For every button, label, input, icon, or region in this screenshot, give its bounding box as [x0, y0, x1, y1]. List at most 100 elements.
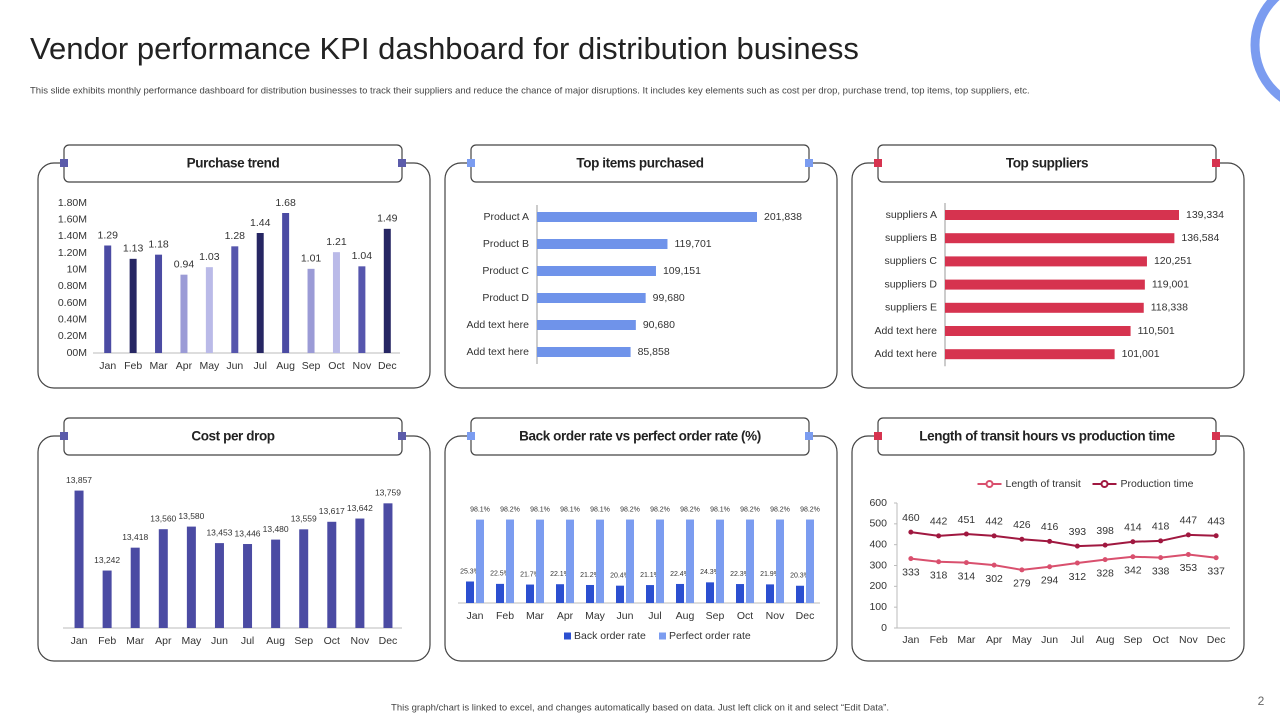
x-tick-label: Nov — [1179, 634, 1198, 646]
tab-corner — [1212, 432, 1220, 440]
x-tick-label: Jun — [211, 635, 228, 647]
y-tick-label: Product C — [482, 265, 529, 277]
y-tick-label: 0 — [881, 622, 887, 634]
bar — [74, 490, 84, 628]
value-label: 22.3% — [730, 571, 750, 578]
x-tick-label: Feb — [124, 360, 142, 372]
y-tick-label: 1.80M — [58, 197, 87, 209]
y-tick-label: 00M — [67, 347, 87, 359]
x-tick-label: Jul — [1071, 634, 1084, 646]
value-label: 13,446 — [235, 528, 261, 538]
bar — [686, 519, 694, 603]
tab-corner — [874, 159, 882, 167]
bar — [307, 268, 315, 353]
bar — [155, 254, 163, 353]
y-tick-label: 200 — [869, 580, 887, 592]
value-label: 13,617 — [319, 506, 345, 516]
point — [1185, 551, 1191, 557]
y-tick-label: 400 — [869, 538, 887, 550]
legend-swatch — [564, 632, 571, 640]
y-tick-label: Add text here — [467, 319, 530, 331]
x-tick-label: Dec — [796, 610, 815, 622]
bar — [299, 529, 309, 628]
value-label: 393 — [1069, 526, 1087, 538]
x-tick-label: Aug — [266, 635, 285, 647]
value-label: 1.28 — [225, 230, 246, 242]
bar — [646, 585, 654, 603]
value-label: 24.3% — [700, 569, 720, 576]
y-tick-label: 500 — [869, 518, 887, 530]
value-label: 85,858 — [638, 346, 670, 358]
tab-corner — [398, 432, 406, 440]
tab-corner — [467, 432, 475, 440]
bar — [496, 583, 504, 603]
bar — [616, 585, 624, 603]
bar — [556, 584, 564, 603]
x-tick-label: Feb — [496, 610, 514, 622]
value-label: 13,857 — [66, 475, 92, 485]
bar — [526, 584, 534, 603]
value-label: 337 — [1207, 566, 1225, 578]
value-label: 1.68 — [275, 197, 296, 209]
value-label: 302 — [985, 573, 1003, 585]
x-tick-label: Oct — [324, 635, 340, 647]
value-label: 21.2% — [580, 572, 600, 579]
y-tick-label: 0.20M — [58, 330, 87, 342]
bar — [104, 245, 112, 353]
tab-corner — [805, 159, 813, 167]
x-tick-label: May — [199, 360, 220, 372]
point — [936, 533, 942, 539]
y-tick-label: suppliers E — [885, 302, 937, 314]
point — [1074, 560, 1080, 566]
x-tick-label: May — [1012, 634, 1033, 646]
value-label: 20.4% — [610, 573, 630, 580]
bar — [945, 256, 1147, 267]
value-label: 0.94 — [174, 258, 195, 270]
bar — [536, 519, 544, 603]
value-label: 13,642 — [347, 503, 373, 513]
x-tick-label: Jul — [253, 360, 266, 372]
x-tick-label: Mar — [126, 635, 145, 647]
tab-corner — [467, 159, 475, 167]
point — [1213, 533, 1219, 539]
y-tick-label: suppliers C — [884, 255, 937, 267]
value-label: 98.2% — [620, 506, 640, 513]
point — [1130, 554, 1136, 560]
bar — [506, 519, 514, 603]
value-label: 201,838 — [764, 211, 802, 223]
value-label: 118,338 — [1151, 302, 1188, 314]
value-label: 1.01 — [301, 253, 322, 265]
value-label: 318 — [930, 570, 948, 582]
y-tick-label: Add text here — [467, 346, 530, 358]
y-tick-label: 1.40M — [58, 230, 87, 242]
decor-ring — [1250, 0, 1280, 102]
value-label: 101,001 — [1122, 348, 1160, 360]
value-label: 98.2% — [800, 506, 820, 513]
y-tick-label: Add text here — [875, 348, 938, 360]
value-label: 312 — [1069, 571, 1087, 583]
bar — [231, 246, 239, 353]
y-tick-label: 0.40M — [58, 313, 87, 325]
bar — [205, 267, 213, 353]
point — [1158, 555, 1164, 561]
value-label: 98.1% — [560, 506, 580, 513]
bar — [716, 519, 724, 603]
value-label: 1.29 — [97, 229, 118, 241]
legend-label: Production time — [1121, 478, 1194, 490]
x-tick-label: May — [585, 610, 606, 622]
x-tick-label: Jun — [1041, 634, 1058, 646]
bar — [358, 266, 366, 353]
value-label: 21.7% — [520, 571, 540, 578]
bar — [586, 584, 594, 603]
x-tick-label: Nov — [353, 360, 372, 372]
value-label: 1.44 — [250, 217, 271, 229]
bar — [736, 584, 744, 603]
point — [991, 533, 997, 539]
x-tick-label: Apr — [986, 634, 1003, 646]
bar — [271, 539, 281, 628]
value-label: 110,501 — [1138, 325, 1175, 337]
x-tick-label: Jan — [99, 360, 116, 372]
point — [1074, 543, 1080, 549]
bar — [180, 274, 188, 353]
value-label: 13,242 — [94, 555, 120, 565]
